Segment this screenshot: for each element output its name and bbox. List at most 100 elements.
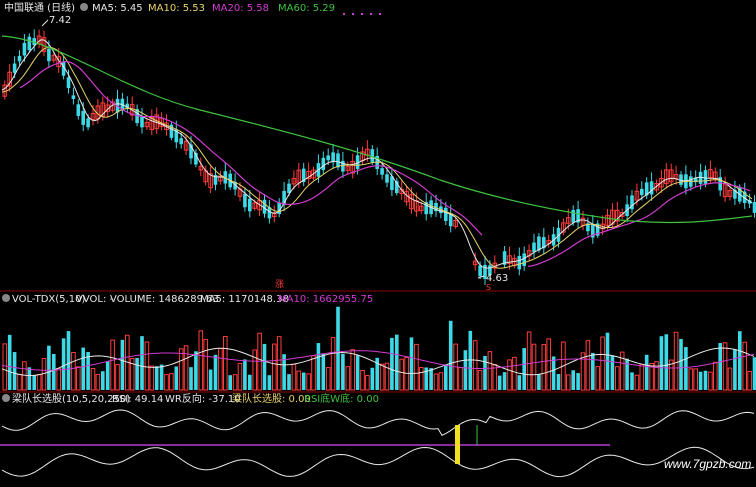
volume-bar-up <box>649 362 654 391</box>
volume-bar-down <box>208 369 213 390</box>
volume-bar-down <box>522 348 526 390</box>
volume-bar-up <box>144 341 150 391</box>
candle-body-up <box>56 56 62 68</box>
volume-bar-up <box>615 366 620 391</box>
volume-ma10-line <box>1 350 755 371</box>
volume-bar-down <box>409 337 414 390</box>
volume-bar-up <box>95 374 101 391</box>
candle-body-down <box>301 168 306 183</box>
settings-icon[interactable] <box>80 3 88 11</box>
volume-bar-down <box>174 366 179 390</box>
volume-bar-up <box>747 370 752 391</box>
candle-body-up <box>291 177 297 185</box>
volume-bar-down <box>497 375 502 390</box>
volume-bar-up <box>2 343 8 391</box>
volume-bar-up <box>673 331 679 391</box>
volume-bar-down <box>336 306 340 390</box>
volume-bar-down <box>27 367 32 390</box>
candle-body-down <box>262 199 267 214</box>
watermark: www.7gpzb.com <box>664 457 751 471</box>
volume-ma5-label: MA5: 1170148.38 <box>200 294 289 305</box>
volume-bar-down <box>52 353 56 390</box>
candle-body-down <box>341 160 345 172</box>
candle-body-down <box>27 36 32 51</box>
volume-ma10-label: MA10: 1662955.75 <box>278 294 373 305</box>
candle-body-down <box>32 38 36 46</box>
candle-body-down <box>336 153 340 168</box>
volume-bar-up <box>654 361 659 391</box>
volume-bar-up <box>276 336 282 391</box>
volume-bar-up <box>56 368 62 391</box>
volume-bar-up <box>71 351 76 391</box>
candle-body-down <box>189 144 193 159</box>
volume-bar-up <box>291 363 297 391</box>
candle-body-down <box>267 207 272 219</box>
volume-bar-up <box>350 349 355 391</box>
volume-bar-down <box>140 336 144 390</box>
volume-bar-down <box>733 349 737 390</box>
candle-body-down <box>76 104 81 116</box>
volume-bar-up <box>399 358 404 391</box>
candle-body-down <box>649 181 654 195</box>
candle-body-up <box>409 194 414 210</box>
volume-bar-down <box>684 347 688 390</box>
wr-line <box>1 446 755 478</box>
candle-body-down <box>537 236 541 251</box>
volume-bar-up <box>566 374 571 391</box>
candles-layer <box>2 29 756 286</box>
candle-body-up <box>345 166 351 171</box>
volume-bar-up <box>360 369 365 391</box>
volume-bar-up <box>306 373 311 391</box>
candle-body-up <box>561 222 566 233</box>
candle-body-down <box>71 95 76 100</box>
header-dots <box>343 13 381 15</box>
volume-bar-up <box>36 374 42 391</box>
volume-bar-up <box>384 362 390 391</box>
candle-body-up <box>198 165 204 171</box>
volume-bar-up <box>708 371 713 391</box>
volume-bar-down <box>502 372 507 390</box>
candle-body-down <box>542 237 546 249</box>
candle-body-down <box>483 264 487 279</box>
candle-body-up <box>208 173 213 189</box>
candle-body-up <box>90 112 96 121</box>
volume-bar-down <box>267 375 272 390</box>
volume-bar-up <box>223 335 228 391</box>
volume-bar-down <box>287 374 291 390</box>
volume-bar-up <box>365 375 370 391</box>
volume-bar-up <box>345 366 351 391</box>
indicator-settings-icon[interactable] <box>2 394 10 402</box>
volume-bar-down <box>644 354 649 390</box>
candle-body-down <box>331 152 335 163</box>
candle-body-down <box>174 129 179 143</box>
volume-bar-down <box>468 330 473 390</box>
candle-body-down <box>448 213 453 227</box>
candle-body-down <box>47 48 51 62</box>
volume-bar-up <box>600 336 605 391</box>
volume-bar-down <box>120 339 125 390</box>
volume-bar-up <box>90 367 96 391</box>
ma60-label: MA60: 5.29 <box>278 3 335 14</box>
volume-settings-icon[interactable] <box>2 294 10 302</box>
volume-bar-down <box>390 337 394 390</box>
candle-body-down <box>277 202 281 214</box>
candle-body-up <box>605 214 610 226</box>
volume-bar-down <box>551 356 556 390</box>
candle-body-down <box>22 42 27 56</box>
volume-bar-down <box>395 334 399 390</box>
candle-body-up <box>306 170 311 180</box>
high-pointer <box>41 19 49 27</box>
candle-body-up <box>654 182 659 191</box>
candle-body-down <box>586 223 590 232</box>
volume-bar-up <box>296 370 302 391</box>
candle-body-down <box>125 103 130 108</box>
volume-bar-up <box>487 351 493 391</box>
volume-bar-up <box>252 349 257 391</box>
ma20-line <box>19 60 483 236</box>
volume-bar-down <box>159 364 164 390</box>
volume-bar-down <box>7 334 12 390</box>
candle-body-up <box>311 169 316 179</box>
volume-bars-layer <box>2 306 756 391</box>
